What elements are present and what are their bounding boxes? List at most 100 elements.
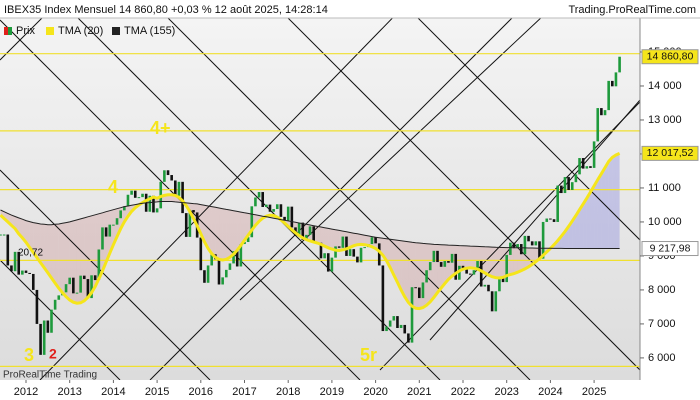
candle [556, 185, 559, 222]
band-fill [612, 154, 616, 249]
candle [90, 275, 93, 299]
candle [21, 270, 24, 275]
candle [243, 241, 246, 245]
band-fill [575, 209, 580, 249]
band-fill [601, 167, 606, 249]
candle [10, 265, 13, 272]
candle [228, 263, 232, 270]
band-fill [364, 235, 369, 246]
candle [618, 56, 621, 73]
candle [472, 270, 476, 275]
candle [13, 251, 17, 272]
candle [377, 243, 381, 266]
candle [239, 244, 243, 267]
candle [0, 234, 2, 236]
candle [174, 180, 177, 196]
band-fill [350, 232, 354, 248]
band-fill [47, 224, 52, 279]
band-fill [448, 245, 453, 280]
candle [250, 206, 254, 238]
band-fill [328, 228, 332, 250]
band-fill [353, 233, 358, 246]
candle [345, 236, 348, 256]
candle [581, 158, 585, 169]
candle [28, 272, 31, 274]
last-value-box [641, 145, 699, 161]
candle [261, 192, 265, 207]
band-fill [233, 210, 238, 255]
candle [217, 259, 221, 285]
candle [86, 279, 90, 299]
x-tick-label: 2020 [363, 386, 387, 398]
candle [359, 247, 363, 263]
candle [323, 253, 326, 259]
candle [232, 251, 235, 264]
candle [436, 250, 439, 263]
x-tick-label: 2013 [57, 386, 81, 398]
candle [374, 237, 377, 244]
candle [487, 284, 490, 292]
candle [407, 333, 410, 343]
y-tick-label: 8 000 [648, 284, 676, 296]
legend-label: Prix [16, 25, 35, 37]
band-fill [40, 223, 45, 268]
band-fill [219, 208, 223, 261]
x-tick-label: 2017 [232, 386, 256, 398]
band-fill [215, 207, 220, 260]
candle [443, 261, 447, 267]
band-fill [226, 209, 230, 260]
diagonal [0, 259, 121, 380]
chart-title: IBEX35 Index Mensuel 14 860,80 +0,03 % 1… [4, 4, 328, 16]
band-fill [26, 220, 30, 248]
candle [326, 253, 330, 272]
candle [101, 227, 104, 250]
x-tick-label: 2022 [451, 386, 475, 398]
band-fill [568, 220, 573, 249]
candle [396, 316, 399, 328]
candle [93, 275, 97, 281]
annotation: 20,72 [18, 248, 43, 259]
plot-area [0, 18, 640, 380]
annotation: 5r [360, 345, 377, 365]
candle [82, 275, 86, 280]
candle [578, 158, 581, 175]
candle [130, 190, 133, 195]
candle [356, 256, 359, 263]
candle [297, 222, 301, 236]
band-fill [459, 245, 463, 271]
candle [57, 295, 61, 300]
x-tick-label: 2018 [276, 386, 300, 398]
candle [509, 242, 512, 255]
candle [72, 277, 75, 294]
candle [334, 246, 337, 258]
candle [403, 324, 407, 334]
candle [570, 182, 574, 190]
candle [246, 237, 250, 242]
annotation: 4 [108, 177, 118, 197]
last-value-box [641, 49, 699, 65]
candle [363, 247, 366, 249]
band-fill [463, 245, 467, 270]
candle [603, 110, 607, 116]
tma-line [0, 152, 621, 311]
candle [210, 254, 214, 266]
candle [221, 277, 224, 285]
band-fill [229, 210, 234, 258]
watermark: ProRealTime Trading [3, 370, 97, 381]
candle [257, 192, 261, 198]
candle [24, 270, 28, 273]
candle [410, 287, 414, 343]
candle [31, 273, 35, 290]
candle [268, 204, 272, 212]
candle [64, 284, 68, 293]
candle [308, 226, 312, 235]
band-fill [590, 185, 595, 249]
candle [203, 270, 206, 283]
candle [199, 237, 203, 271]
diagonal [379, 101, 640, 371]
candle [388, 320, 392, 327]
candle [519, 244, 523, 255]
band-fill [33, 222, 37, 258]
candle [468, 273, 472, 275]
